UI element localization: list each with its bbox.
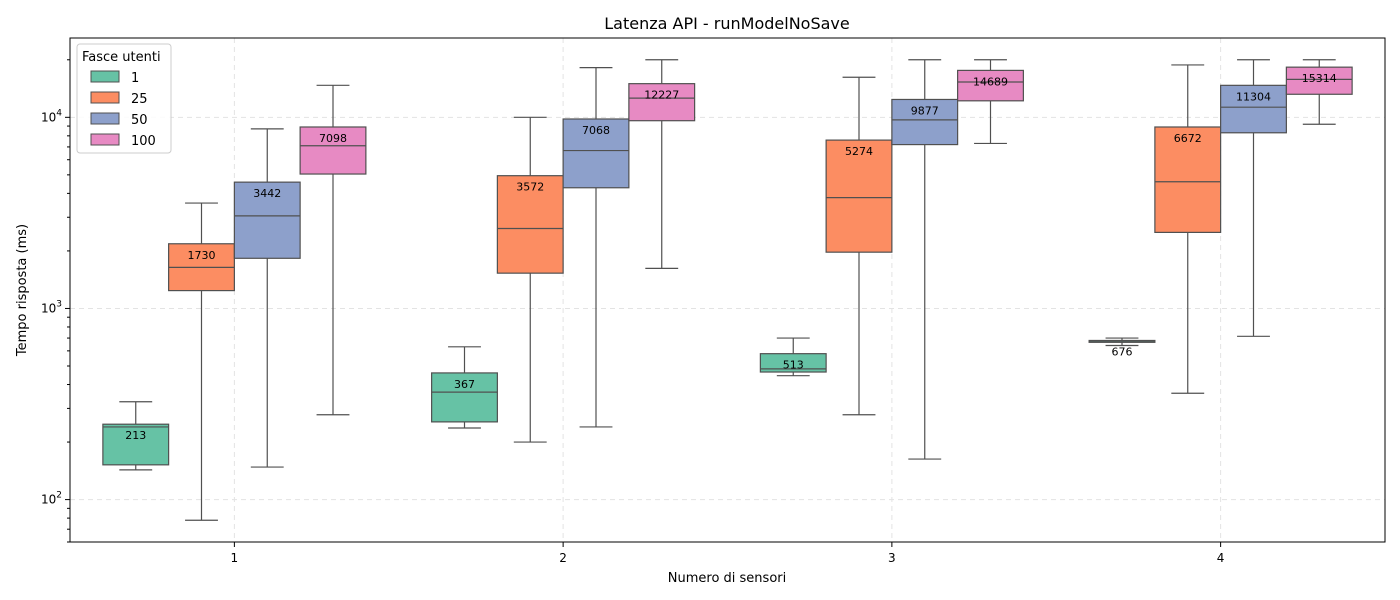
legend: Fasce utenti 1 25 50 100 [76,43,172,154]
legend-entry-label: 50 [131,113,148,128]
boxes-layer: 213 367 513 676 1730 3572 5274 6672 3442 7068 9877… [102,59,1353,521]
box-value-label: 3572 [516,181,544,194]
box-iqr [1220,84,1287,134]
legend-title: Fasce utenti [82,50,161,65]
box-group: 3572 [496,116,564,443]
box-value-label: 513 [783,359,804,372]
box-iqr [233,181,301,259]
legend-swatch [90,112,120,125]
box-iqr [628,83,696,122]
y-tick-exponent: 3 [56,299,62,309]
legend-entry-label: 25 [131,92,148,107]
box-value-label: 3442 [253,187,281,200]
box-group: 15314 [1285,59,1353,125]
y-tick-label: 102 [41,491,62,507]
box-group: 14689 [957,59,1024,145]
x-tick-label: 4 [1217,551,1225,565]
legend-entry-label: 100 [131,134,156,149]
box-value-label: 367 [454,378,475,391]
legend-swatch [90,91,120,104]
legend-entry-label: 1 [131,71,139,86]
y-axis-label: Tempo risposta (ms) [15,224,30,357]
box-group: 7098 [299,84,367,416]
axes-layer: 102 103 104 1 2 3 4 [41,59,1225,565]
plot-area-frame [69,37,1386,543]
box-value-label: 6672 [1174,132,1202,145]
box-group: 676 [1088,337,1156,358]
box-group: 213 [102,401,170,471]
box-value-label: 676 [1112,345,1133,358]
box-value-label: 7068 [582,124,610,137]
box-iqr [562,118,630,189]
box-group: 11304 [1220,59,1287,337]
box-value-label: 11304 [1236,90,1271,103]
box-value-label: 1730 [188,249,216,262]
chart-title: Latenza API - runModelNoSave [604,14,849,33]
box-value-label: 7098 [319,132,347,145]
y-tick-exponent: 4 [56,108,62,118]
box-group: 3442 [233,128,301,468]
box-group: 1730 [168,202,235,521]
box-value-label: 12227 [644,89,679,102]
y-tick-label: 104 [41,108,62,124]
box-iqr [759,353,827,373]
box-value-label: 15314 [1302,72,1337,85]
box-value-label: 9877 [911,104,939,117]
box-value-label: 14689 [973,75,1008,88]
x-tick-label: 1 [231,551,239,565]
box-group: 7068 [562,67,630,428]
box-group: 9877 [891,59,959,460]
x-axis-label: Numero di sensori [668,571,786,586]
box-iqr [825,139,893,253]
box-iqr [431,372,498,423]
y-tick-label: 103 [41,299,62,315]
box-value-label: 213 [125,429,146,442]
box-iqr [102,423,170,466]
box-group: 6672 [1154,64,1222,394]
box-iqr [299,126,367,175]
box-iqr [1285,66,1353,95]
box-group: 367 [431,346,498,429]
x-tick-label: 3 [888,551,896,565]
box-group: 5274 [825,76,893,416]
box-iqr [891,98,959,146]
box-group: 513 [759,337,827,377]
box-group: 12227 [628,59,696,270]
x-tick-label: 2 [559,551,567,565]
legend-swatch [90,133,120,146]
y-tick-exponent: 2 [56,491,62,501]
box-value-label: 5274 [845,145,873,158]
legend-swatch [90,70,120,83]
box-iqr [1154,126,1222,233]
box-iqr [496,175,564,274]
box-iqr [957,69,1024,102]
